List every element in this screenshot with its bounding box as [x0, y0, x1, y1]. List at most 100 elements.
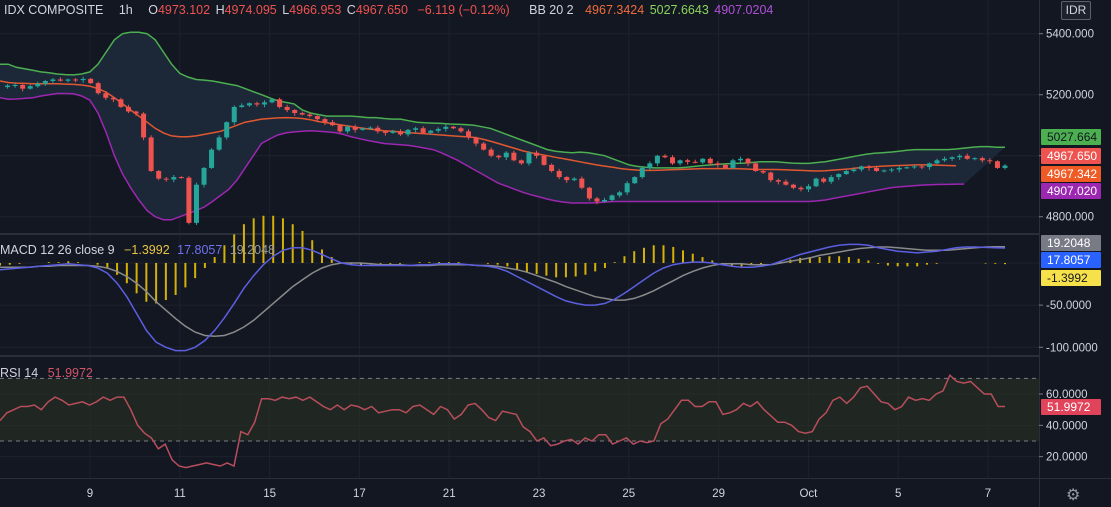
candle-body: [632, 177, 638, 184]
candle-body: [329, 122, 335, 126]
candle-body: [216, 137, 222, 150]
time-scale-border: [0, 478, 1111, 479]
x-tick-label: 23: [533, 488, 546, 500]
candle-body: [617, 192, 623, 196]
currency-button[interactable]: IDR: [1061, 1, 1091, 20]
candle-body: [133, 111, 139, 114]
y-tick-label: -50.0000: [1046, 300, 1091, 312]
candle-body: [186, 177, 192, 223]
candle-body: [503, 152, 509, 158]
settings-gear-icon[interactable]: ⚙: [1066, 487, 1081, 504]
candle-body: [435, 128, 441, 131]
rsi-legend: RSI 14 51.9972: [0, 366, 93, 380]
high-value: 4974.095: [224, 3, 277, 17]
badge-bb-lower-bg: [1041, 183, 1101, 199]
candle-body: [382, 131, 388, 133]
y-tick-label: 4800.000: [1046, 212, 1094, 224]
badge-bb-upper: 5027.664: [1047, 130, 1097, 144]
candle-body: [949, 157, 955, 159]
candlestick-series: [5, 76, 1008, 225]
price-scale-border: [1039, 0, 1040, 507]
candle-body: [337, 125, 343, 132]
price-scale-badges: 5027.664 4967.650 4967.342 4907.020 19.2048 1…: [1041, 129, 1101, 415]
candle-body: [1002, 165, 1008, 168]
candle-body: [896, 167, 902, 170]
candle-body: [511, 152, 517, 161]
candle-body: [889, 169, 895, 171]
badge-bb-basis-bg: [1041, 166, 1101, 182]
candle-body: [942, 158, 948, 161]
candle-body: [790, 184, 796, 188]
candle-body: [972, 158, 978, 160]
rsi-legend-label[interactable]: RSI 14: [0, 366, 39, 380]
macd-signal-value: 19.2048: [229, 243, 276, 257]
candle-body: [269, 99, 275, 103]
candle-body: [95, 83, 101, 94]
bb-lower-line: [0, 92, 965, 221]
candle-body: [57, 79, 63, 81]
candle-body: [397, 131, 403, 135]
interval-label[interactable]: 1h: [118, 3, 133, 17]
candle-body: [163, 178, 169, 180]
candle-body: [586, 187, 592, 199]
candle-body: [103, 93, 109, 98]
candle-body: [405, 129, 411, 135]
candle-body: [881, 170, 887, 172]
x-tick-label: 7: [985, 488, 991, 500]
candle-body: [488, 149, 494, 156]
candle-body: [571, 178, 577, 181]
candle-body: [624, 183, 630, 193]
candle-body: [768, 172, 774, 181]
badge-bb-upper-bg: [1041, 129, 1101, 145]
pane-divider-1[interactable]: [0, 233, 1040, 235]
macd-line-value: 17.8057: [177, 243, 223, 257]
candle-body: [413, 128, 419, 130]
candle-body: [201, 167, 207, 185]
candle-body: [602, 199, 608, 202]
candle-body: [231, 106, 237, 123]
candle-body: [20, 84, 26, 89]
candle-body: [209, 149, 215, 168]
candle-body: [481, 143, 487, 150]
candle-body: [224, 122, 230, 138]
candle-body: [345, 126, 351, 132]
y-tick-label: 20.0000: [1046, 452, 1088, 464]
candle-body: [753, 163, 759, 171]
candle-body: [465, 131, 471, 138]
bb-label[interactable]: BB 20 2: [529, 3, 574, 17]
candle-body: [246, 103, 252, 106]
pane-divider-2[interactable]: [0, 355, 1040, 357]
candle-body: [307, 114, 313, 117]
candle-body: [541, 155, 547, 165]
candle-body: [685, 160, 691, 162]
symbol-name[interactable]: IDX COMPOSITE: [4, 3, 104, 17]
badge-bb-basis: 4967.342: [1047, 167, 1097, 181]
candle-body: [261, 102, 267, 105]
candle-body: [367, 127, 373, 129]
x-tick-label: 29: [712, 488, 725, 500]
candle-body: [239, 105, 245, 107]
x-tick-label: 9: [87, 488, 93, 500]
macd-legend-label[interactable]: MACD 12 26 close 9: [0, 243, 115, 257]
candle-body: [609, 195, 615, 200]
candle-body: [141, 113, 147, 138]
candle-body: [12, 84, 18, 86]
rsi-line: [0, 373, 1005, 469]
high-label: H: [215, 3, 225, 17]
candle-body: [549, 164, 555, 171]
candle-body: [692, 161, 698, 163]
close-label: C: [346, 3, 356, 17]
candle-body: [670, 157, 676, 164]
candle-body: [428, 130, 434, 133]
candle-body: [934, 160, 940, 164]
candle-body: [783, 181, 789, 185]
candle-body: [496, 155, 502, 158]
candle-body: [775, 180, 781, 182]
x-tick-label: 15: [263, 488, 276, 500]
candle-body: [314, 116, 320, 120]
candle-body: [979, 158, 985, 161]
rsi-band-fill: [0, 378, 1039, 441]
bb-upper-line: [0, 31, 1006, 169]
candle-body: [390, 131, 396, 133]
